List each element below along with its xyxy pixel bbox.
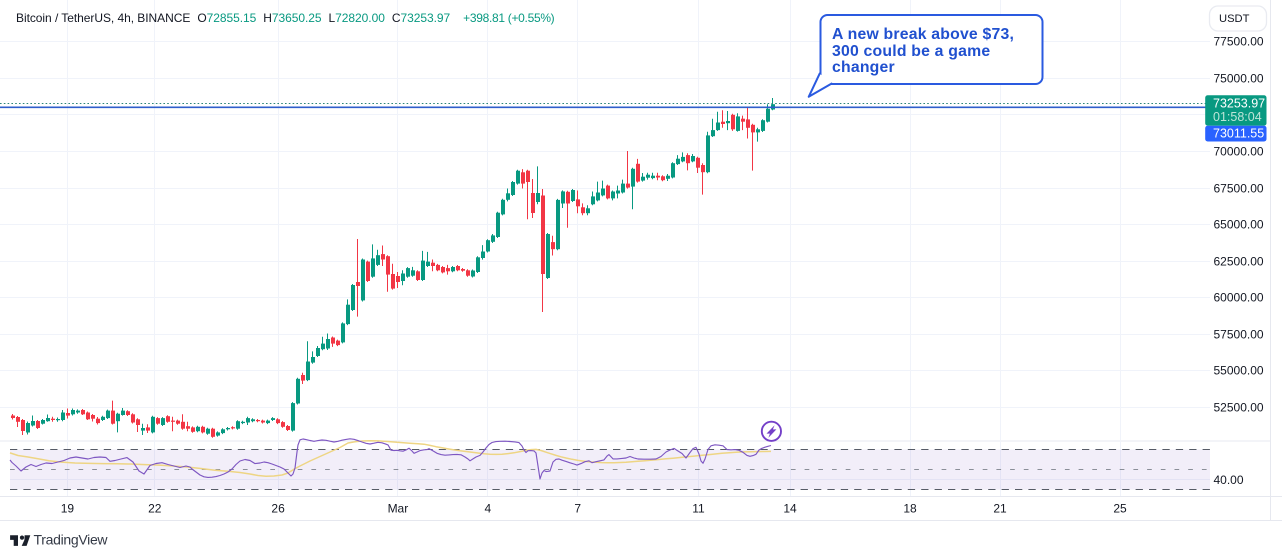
svg-text:26: 26 [271,502,285,516]
svg-text:73011.55: 73011.55 [1213,126,1264,140]
svg-text:52500.00: 52500.00 [1214,401,1264,415]
svg-text:01:58:04: 01:58:04 [1213,110,1262,124]
svg-text:25: 25 [1113,502,1127,516]
svg-text:73253.97: 73253.97 [1213,97,1265,111]
svg-text:55000.00: 55000.00 [1214,364,1264,378]
svg-text:65000.00: 65000.00 [1214,218,1264,232]
svg-text:7: 7 [574,502,581,516]
svg-text:57500.00: 57500.00 [1214,328,1264,342]
svg-text:62500.00: 62500.00 [1214,255,1264,269]
svg-text:USDT: USDT [1219,13,1250,25]
svg-text:18: 18 [903,502,917,516]
svg-text:70000.00: 70000.00 [1214,145,1264,159]
svg-text:67500.00: 67500.00 [1214,182,1264,196]
svg-text:11: 11 [692,502,705,516]
svg-text:22: 22 [148,502,162,516]
svg-text:TradingView: TradingView [34,532,109,548]
svg-text:14: 14 [783,502,797,516]
svg-text:Mar: Mar [388,502,409,516]
svg-text:21: 21 [993,502,1007,516]
svg-text:40.00: 40.00 [1214,473,1244,487]
svg-text:60000.00: 60000.00 [1214,291,1264,305]
svg-text:77500.00: 77500.00 [1214,35,1264,49]
svg-text:4: 4 [484,502,491,516]
svg-text:19: 19 [61,502,75,516]
svg-text:75000.00: 75000.00 [1214,72,1264,86]
